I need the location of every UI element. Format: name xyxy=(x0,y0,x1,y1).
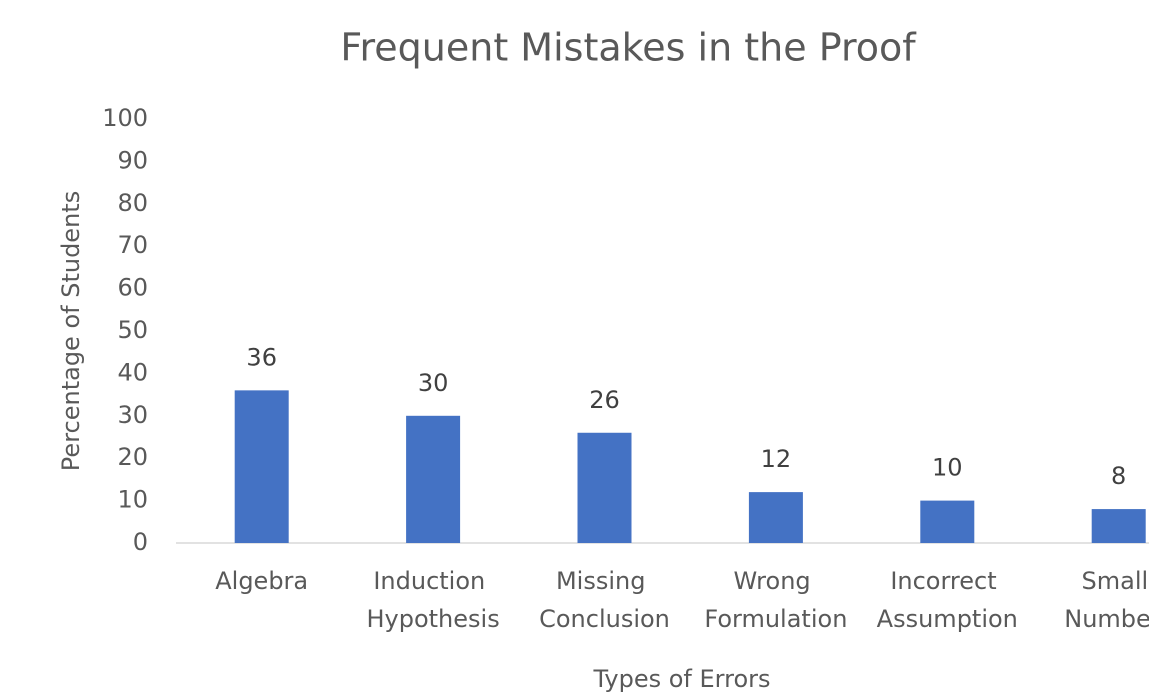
x-tick-label: Induction Hypothesis xyxy=(366,567,499,633)
y-tick-label: 70 xyxy=(117,231,148,259)
bar xyxy=(234,390,289,543)
y-tick-label: 80 xyxy=(117,189,148,217)
x-tick-label: Incorrect Assumption xyxy=(877,567,1018,633)
value-label: 10 xyxy=(932,454,963,482)
chart-title: Frequent Mistakes in the Proof xyxy=(340,26,917,70)
bar xyxy=(406,415,461,543)
bar xyxy=(748,492,803,543)
x-axis-title: Types of Errors xyxy=(592,665,770,693)
x-tick-label: Small Numbers xyxy=(1064,567,1149,633)
y-tick-label: 40 xyxy=(117,358,148,386)
y-tick-label: 60 xyxy=(117,274,148,302)
y-axis-title: Percentage of Students xyxy=(57,191,85,471)
y-tick-label: 0 xyxy=(133,528,148,556)
y-tick-label: 20 xyxy=(117,443,148,471)
y-tick-label: 30 xyxy=(117,401,148,429)
bar xyxy=(920,500,975,543)
y-tick-label: 10 xyxy=(117,486,148,514)
x-tick-label: Missing Conclusion xyxy=(539,567,670,633)
y-tick-label: 90 xyxy=(117,146,148,174)
value-label: 30 xyxy=(418,369,449,397)
value-label: 12 xyxy=(761,445,792,473)
value-label: 8 xyxy=(1111,462,1126,490)
bar xyxy=(577,432,632,543)
x-tick-label: Wrong Formulation xyxy=(704,567,847,633)
y-tick-label: 100 xyxy=(102,104,148,132)
value-label: 26 xyxy=(589,386,620,414)
x-tick-label: Algebra xyxy=(215,567,308,595)
y-tick-label: 50 xyxy=(117,316,148,344)
bar xyxy=(1091,509,1146,543)
value-label: 36 xyxy=(246,343,277,371)
